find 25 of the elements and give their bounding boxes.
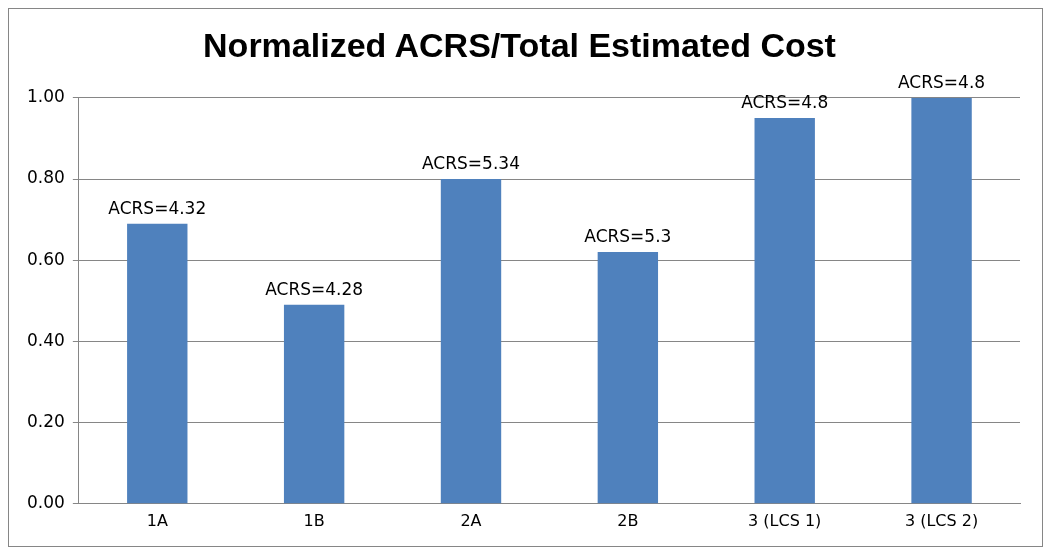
x-tick-label: 2B <box>617 510 639 530</box>
y-tick-label: 1.00 <box>26 86 65 107</box>
y-tick-label: 0.40 <box>26 329 65 350</box>
y-tick-label: 0.20 <box>26 411 65 432</box>
annotation: ACRS=5.34 <box>422 152 520 173</box>
x-tick-label: 3 (LCS 1) <box>748 510 822 530</box>
x-tick-label: 1B <box>303 510 325 530</box>
bar <box>127 223 188 504</box>
bar <box>283 304 345 504</box>
y-tick-label: 0.00 <box>26 492 65 513</box>
annotation: ACRS=4.8 <box>898 71 986 92</box>
annotation: ACRS=4.28 <box>265 278 364 299</box>
bar <box>440 179 502 504</box>
y-tick-label: 0.80 <box>26 167 65 188</box>
chart-title: Normalized ACRS/Total Estimated Cost <box>203 25 836 64</box>
bar <box>911 97 972 504</box>
bar <box>754 118 815 504</box>
annotation: ACRS=5.3 <box>584 226 672 246</box>
y-tick-label: 0.60 <box>26 248 65 269</box>
bar <box>597 252 659 504</box>
x-tick-label: 1A <box>146 510 168 530</box>
annotation: ACRS=4.32 <box>108 197 207 218</box>
x-tick-label: 3 (LCS 2) <box>904 510 979 530</box>
annotation: ACRS=4.8 <box>741 92 829 113</box>
x-tick-label: 2A <box>460 510 482 530</box>
